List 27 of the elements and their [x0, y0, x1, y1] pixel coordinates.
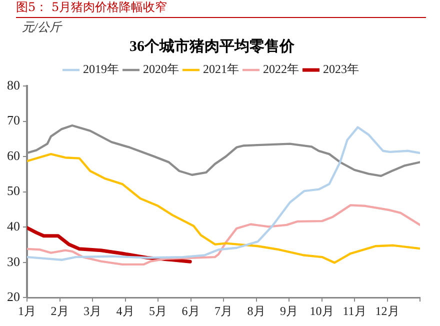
- x-tick-label: 1月: [18, 304, 36, 318]
- legend-label: 2022年: [263, 62, 299, 76]
- y-tick-label: 20: [7, 289, 20, 304]
- y-tick-label: 70: [7, 112, 20, 128]
- x-tick-label: 2月: [50, 304, 69, 318]
- y-axis-title: 元/公斤: [22, 20, 62, 34]
- x-tick-label: 10月: [310, 304, 334, 318]
- y-tick-label: 50: [7, 183, 20, 198]
- chart-subtitle: 36个城市猪肉平均零售价: [130, 36, 296, 55]
- x-tick-label: 8月: [247, 304, 266, 318]
- x-tick-label: 6月: [182, 304, 200, 318]
- x-tick-label: 4月: [116, 304, 134, 318]
- x-tick-label: 12月: [375, 304, 400, 318]
- y-tick-label: 30: [7, 254, 20, 269]
- x-tick-label: 3月: [84, 304, 102, 318]
- legend-label: 2021年: [203, 62, 239, 76]
- legend-label: 2020年: [143, 62, 179, 76]
- x-tick-label: 7月: [214, 304, 232, 318]
- x-tick-label: 9月: [280, 304, 298, 318]
- x-tick-label: 11月: [342, 304, 366, 318]
- y-tick-label: 80: [7, 77, 20, 92]
- legend-label: 2019年: [83, 62, 119, 76]
- y-tick-label: 60: [7, 148, 20, 163]
- chart-title: 图5： 5月猪肉价格降幅收窄: [16, 0, 426, 18]
- legend-label: 2023年: [323, 62, 359, 76]
- y-tick-label: 40: [7, 218, 20, 234]
- x-tick-label: 5月: [149, 304, 167, 318]
